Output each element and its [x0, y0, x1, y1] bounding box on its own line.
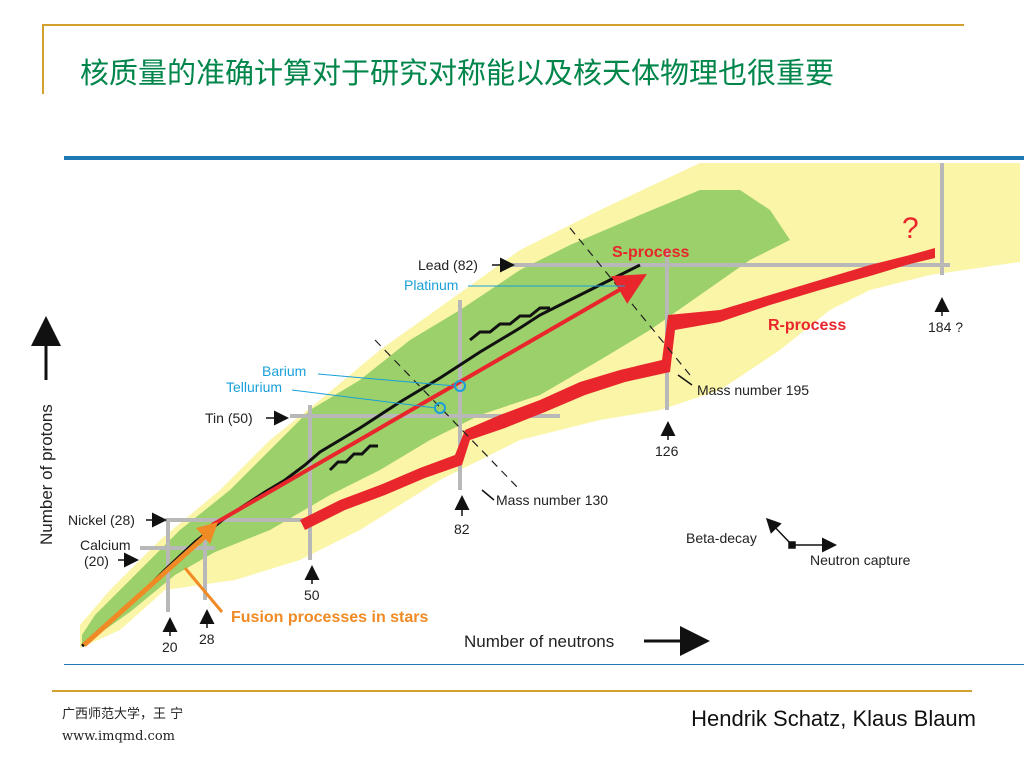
- label-r-process: R-process: [768, 317, 846, 334]
- label-n184: 184 ?: [928, 319, 963, 335]
- label-lead: Lead (82): [418, 257, 478, 273]
- footer-divider: [52, 690, 972, 692]
- label-neutron-capture: Neutron capture: [810, 552, 911, 568]
- footer-credits: Hendrik Schatz, Klaus Blaum: [691, 706, 976, 731]
- barium-pointer: [317, 373, 456, 387]
- label-calcium: Calcium: [80, 537, 131, 553]
- label-platinum: Platinum: [404, 277, 458, 293]
- fusion-arrowhead: [196, 522, 218, 544]
- label-nickel: Nickel (28): [68, 512, 135, 528]
- label-n20: 20: [162, 639, 178, 655]
- mass130-pointer: [481, 489, 495, 501]
- r-process-path: [300, 248, 935, 530]
- label-question: ?: [902, 212, 919, 245]
- label-barium: Barium: [262, 363, 306, 379]
- label-fusion: Fusion processes in stars: [231, 609, 429, 626]
- left-accent-bar: [42, 24, 44, 94]
- mass-130-line: [374, 339, 521, 491]
- label-tin: Tin (50): [205, 410, 253, 426]
- s-process-arrow: [211, 274, 647, 527]
- label-s-process: S-process: [612, 244, 689, 261]
- decay-legend: [765, 517, 837, 553]
- tellurium-pointer: [291, 389, 437, 409]
- footer-institution: 广西师范大学，王 宁: [62, 707, 184, 722]
- label-n50: 50: [304, 587, 320, 603]
- label-calcium-number: (20): [84, 553, 109, 569]
- top-divider: [42, 24, 964, 26]
- label-n82: 82: [454, 521, 470, 537]
- label-n126: 126: [655, 443, 679, 459]
- x-axis-label: Number of neutrons: [464, 632, 614, 651]
- label-tellurium: Tellurium: [226, 379, 282, 395]
- fusion-arrow: [82, 530, 212, 647]
- diagram-top-border: [64, 156, 1024, 160]
- label-mass-130: Mass number 130: [496, 492, 608, 508]
- footer-website: www.imqmd.com: [62, 729, 175, 744]
- mass-195-line: [569, 227, 691, 376]
- footer-attribution: 广西师范大学，王 宁 www.imqmd.com: [62, 704, 183, 748]
- diagram-bottom-border: [64, 664, 1024, 665]
- label-beta-decay: Beta-decay: [686, 530, 757, 546]
- y-axis-label: Number of protons: [37, 404, 56, 545]
- label-n28: 28: [199, 631, 215, 647]
- label-mass-195: Mass number 195: [697, 382, 809, 398]
- fusion-label-pointer: [183, 567, 224, 613]
- mass195-pointer: [677, 374, 693, 386]
- slide-title: 核质量的准确计算对于研究对称能以及核天体物理也很重要: [80, 56, 835, 90]
